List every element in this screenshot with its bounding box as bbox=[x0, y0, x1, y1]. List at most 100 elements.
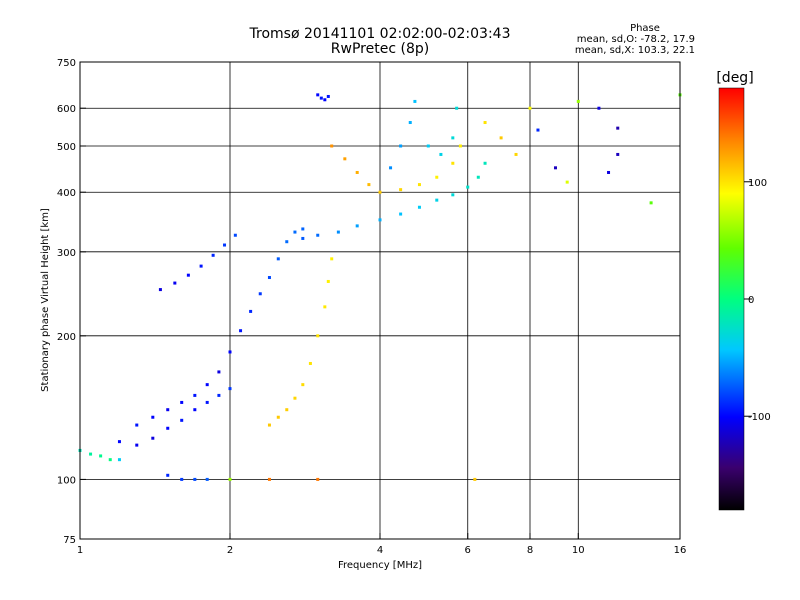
data-point bbox=[193, 393, 197, 397]
data-point bbox=[616, 152, 620, 156]
y-tick-label: 300 bbox=[57, 248, 76, 259]
data-point bbox=[413, 99, 417, 103]
data-point bbox=[323, 305, 327, 309]
x-tick-label: 2 bbox=[227, 545, 233, 556]
data-point bbox=[316, 93, 320, 97]
data-point bbox=[649, 201, 653, 205]
data-point bbox=[285, 240, 289, 244]
data-point bbox=[553, 166, 557, 170]
data-point bbox=[451, 136, 455, 140]
data-point bbox=[323, 98, 327, 102]
y-tick-label: 400 bbox=[57, 188, 76, 199]
data-point bbox=[239, 329, 243, 333]
data-point bbox=[343, 157, 347, 161]
chart-subtitle: RwPretec (8p) bbox=[331, 41, 429, 57]
x-tick-label: 4 bbox=[377, 545, 383, 556]
stats-line-x: mean, sd,X: 103.3, 22.1 bbox=[575, 45, 695, 56]
colorbar-tick-label: 0 bbox=[748, 295, 754, 306]
stats-line-o: mean, sd,O: -78.2, 17.9 bbox=[577, 34, 695, 45]
data-point bbox=[399, 144, 403, 148]
data-point bbox=[193, 408, 197, 412]
data-point bbox=[483, 161, 487, 165]
data-point bbox=[267, 423, 271, 427]
data-point bbox=[466, 185, 470, 189]
data-point bbox=[378, 190, 382, 194]
data-point bbox=[308, 361, 312, 365]
data-point bbox=[378, 218, 382, 222]
data-point bbox=[330, 257, 334, 261]
x-tick-label: 8 bbox=[527, 545, 533, 556]
data-point bbox=[151, 415, 155, 419]
data-point bbox=[499, 136, 503, 140]
data-point bbox=[228, 387, 232, 391]
x-tick-label: 6 bbox=[465, 545, 471, 556]
data-point bbox=[166, 426, 170, 430]
y-tick-label: 200 bbox=[57, 332, 76, 343]
data-point bbox=[258, 292, 262, 296]
data-point bbox=[597, 106, 601, 110]
data-point bbox=[117, 458, 121, 462]
data-point bbox=[158, 288, 162, 292]
y-tick-label: 100 bbox=[57, 475, 76, 486]
colorbar-label: [deg] bbox=[716, 70, 753, 86]
data-point bbox=[576, 99, 580, 103]
data-point bbox=[536, 128, 540, 132]
data-point bbox=[267, 477, 271, 481]
data-point bbox=[326, 279, 330, 283]
data-point bbox=[135, 423, 139, 427]
data-point bbox=[151, 436, 155, 440]
data-point bbox=[439, 152, 443, 156]
data-point bbox=[336, 230, 340, 234]
data-point bbox=[367, 183, 371, 187]
data-point bbox=[455, 106, 459, 110]
data-point bbox=[473, 477, 477, 481]
data-point bbox=[316, 334, 320, 338]
x-axis-label: Frequency [MHz] bbox=[338, 560, 422, 571]
data-point bbox=[199, 264, 203, 268]
data-point bbox=[205, 383, 209, 387]
data-point bbox=[228, 477, 232, 481]
data-point bbox=[217, 393, 221, 397]
data-point bbox=[435, 198, 439, 202]
data-point bbox=[514, 152, 518, 156]
y-axis-label: Stationary phase Virtual Height [km] bbox=[40, 208, 51, 392]
data-point bbox=[399, 188, 403, 192]
stats-heading: Phase bbox=[630, 23, 660, 34]
data-point bbox=[326, 94, 330, 98]
data-point bbox=[435, 175, 439, 179]
data-point bbox=[173, 281, 177, 285]
data-point bbox=[108, 458, 112, 462]
data-point bbox=[389, 166, 393, 170]
grid-layer bbox=[80, 62, 680, 539]
data-point bbox=[276, 415, 280, 419]
x-tick-label: 10 bbox=[572, 545, 585, 556]
data-point bbox=[316, 233, 320, 237]
data-point bbox=[301, 383, 305, 387]
data-point bbox=[205, 477, 209, 481]
data-point bbox=[399, 212, 403, 216]
data-point bbox=[223, 243, 227, 247]
data-point bbox=[135, 443, 139, 447]
data-point bbox=[267, 276, 271, 280]
colorbar-tick-label: -100 bbox=[748, 412, 771, 423]
x-tick-label: 1 bbox=[77, 545, 83, 556]
chart-title: Tromsø 20141101 02:02:00-02:03:43 bbox=[249, 26, 511, 42]
data-point bbox=[180, 400, 184, 404]
data-point bbox=[249, 309, 253, 313]
data-point bbox=[193, 477, 197, 481]
tick-layer: 1 2 4 6 8 10 16 75 100 200 300 400 500 600 750 bbox=[57, 58, 686, 556]
data-point bbox=[211, 253, 215, 257]
colorbar-tick-label: 100 bbox=[748, 178, 767, 189]
data-point bbox=[293, 396, 297, 400]
data-point bbox=[180, 477, 184, 481]
data-point bbox=[319, 96, 323, 100]
data-point bbox=[301, 236, 305, 240]
data-point bbox=[233, 233, 237, 237]
data-point bbox=[316, 477, 320, 481]
x-tick-label: 16 bbox=[674, 545, 687, 556]
data-point bbox=[228, 350, 232, 354]
data-point bbox=[301, 227, 305, 231]
data-point bbox=[476, 175, 480, 179]
data-point bbox=[166, 473, 170, 477]
